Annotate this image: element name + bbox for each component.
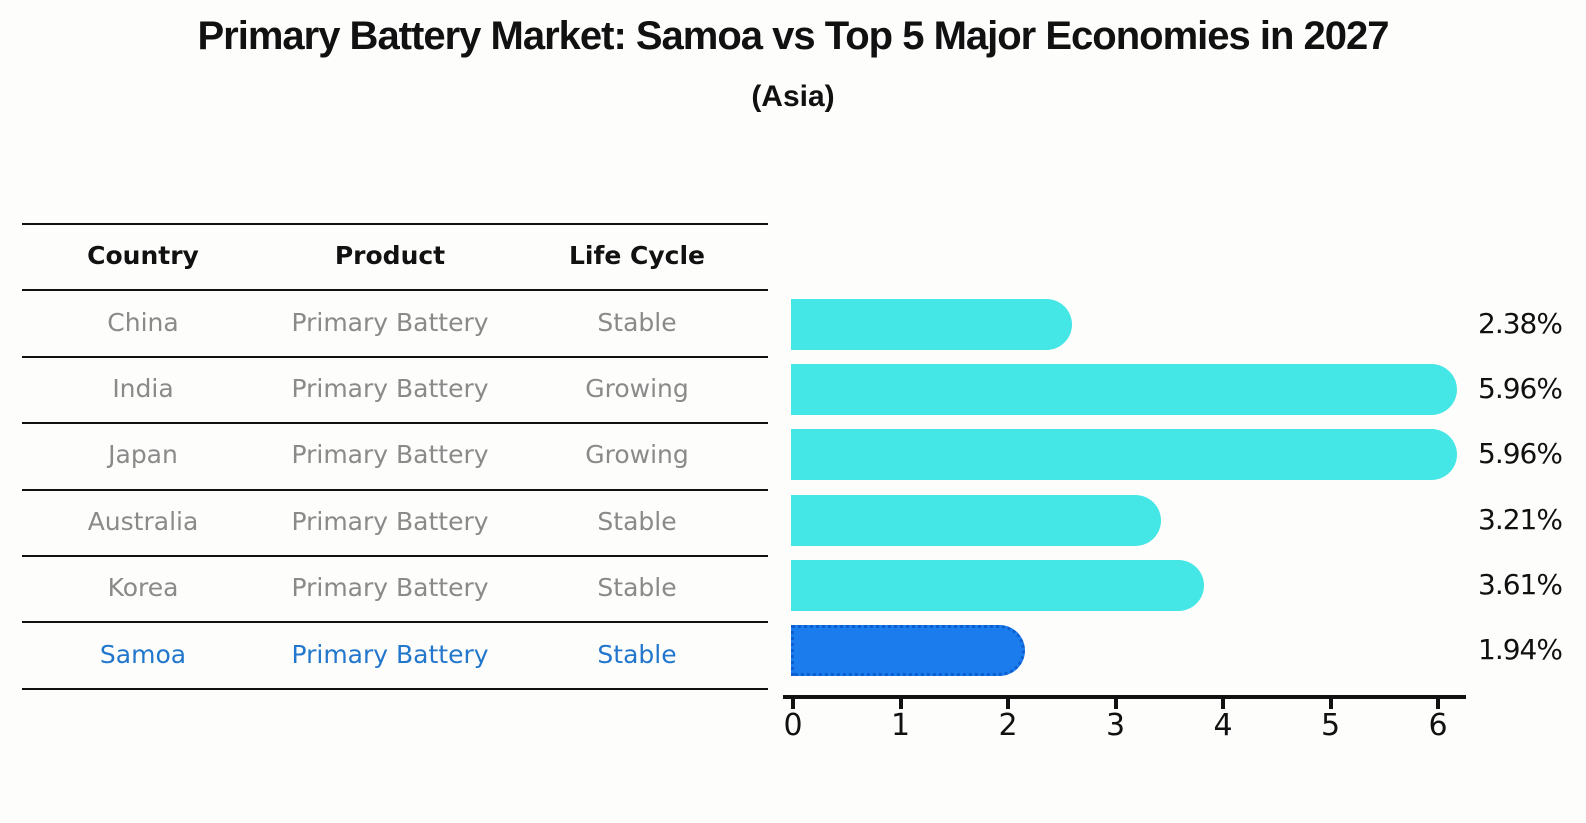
- cell-country: Japan: [108, 440, 178, 470]
- bar-india: [791, 364, 1457, 416]
- x-tick-label: 0: [783, 708, 803, 743]
- cell-country: China: [107, 307, 179, 337]
- cell-product: Primary Battery: [291, 639, 489, 669]
- cell-product: Primary Battery: [291, 440, 489, 470]
- cell-life-cycle: Stable: [597, 506, 677, 536]
- cell-life-cycle: Stable: [597, 639, 677, 669]
- bar-japan: [791, 429, 1457, 481]
- x-tick-mark: [1006, 699, 1010, 709]
- value-label-china: 2.38%: [1478, 307, 1563, 340]
- x-tick-label: 1: [890, 708, 911, 743]
- x-tick-mark: [1436, 699, 1440, 709]
- x-tick-label: 6: [1428, 708, 1448, 743]
- cell-product: Primary Battery: [291, 506, 489, 536]
- bar-korea: [791, 559, 1205, 611]
- table-rule: [22, 488, 768, 491]
- table-rule: [22, 555, 768, 557]
- chart-title: Primary Battery Market: Samoa vs Top 5 M…: [197, 14, 1389, 58]
- x-tick-mark: [791, 699, 795, 709]
- table-rule: [22, 289, 768, 292]
- value-label-japan: 5.96%: [1478, 437, 1563, 471]
- value-label-australia: 3.21%: [1478, 502, 1563, 536]
- table-rule: [22, 223, 768, 225]
- x-tick-label: 2: [998, 708, 1018, 743]
- column-header-life-cycle: Life Cycle: [568, 241, 706, 270]
- cell-life-cycle: Growing: [585, 374, 689, 403]
- cell-life-cycle: Growing: [585, 440, 689, 470]
- bar-australia: [791, 494, 1162, 546]
- table-rule: [22, 687, 768, 690]
- table-rule: [22, 355, 768, 358]
- x-tick-label: 3: [1105, 708, 1126, 743]
- column-header-product: Product: [334, 241, 446, 270]
- bar-china: [791, 299, 1072, 350]
- cell-country: Samoa: [99, 639, 187, 669]
- cell-country: India: [112, 374, 174, 403]
- x-axis-line: [783, 695, 1466, 699]
- cell-product: Primary Battery: [291, 573, 489, 603]
- x-tick-mark: [1221, 699, 1225, 709]
- value-label-india: 5.96%: [1478, 372, 1563, 406]
- table-rule: [22, 621, 768, 624]
- bar-samoa: [791, 625, 1025, 676]
- cell-country: Korea: [107, 573, 179, 603]
- x-tick-label: 4: [1213, 708, 1233, 743]
- value-label-korea: 3.61%: [1478, 567, 1563, 601]
- x-tick-mark: [1328, 699, 1333, 709]
- x-tick-label: 5: [1320, 708, 1341, 743]
- table-rule: [22, 422, 768, 425]
- cell-product: Primary Battery: [291, 374, 489, 403]
- cell-product: Primary Battery: [291, 307, 489, 337]
- x-tick-mark: [898, 699, 903, 709]
- value-label-samoa: 1.94%: [1478, 633, 1563, 666]
- cell-life-cycle: Stable: [597, 307, 677, 337]
- cell-country: Australia: [87, 506, 199, 536]
- chart-subtitle: (Asia): [751, 80, 835, 113]
- cell-life-cycle: Stable: [597, 573, 677, 603]
- x-tick-mark: [1113, 699, 1118, 709]
- column-header-country: Country: [87, 241, 199, 270]
